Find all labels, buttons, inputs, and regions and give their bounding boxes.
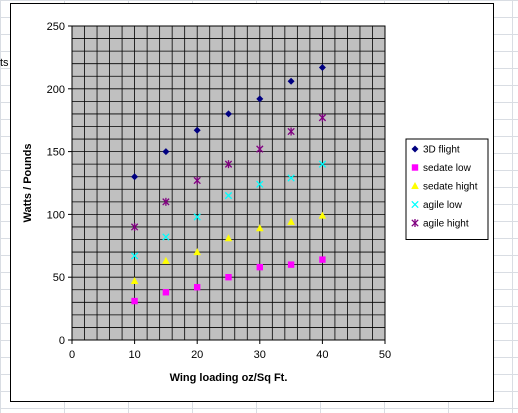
data-point-agile-hight	[287, 127, 295, 136]
data-point-agile-hight	[162, 197, 170, 206]
x-tick-label: 0	[69, 349, 75, 361]
legend-label-3d-flight: 3D flight	[423, 145, 460, 156]
series-sedate-hight	[130, 211, 327, 284]
data-point-agile-hight	[193, 176, 201, 185]
data-point-sedate-hight	[162, 256, 170, 264]
data-point-sedate-low	[131, 297, 138, 305]
data-point-agile-low	[130, 252, 139, 260]
x-tick-label: 50	[379, 349, 391, 361]
gridlines	[72, 26, 385, 340]
chart-area[interactable]: 0 50 100 150 200 250 0 10 20 30 40 50 Wing loading …	[10, 3, 494, 402]
x-tick-label: 30	[254, 349, 266, 361]
y-axis-title: Watts / Pounds	[22, 143, 34, 222]
data-point-agile-low	[318, 160, 327, 168]
data-point-sedate-low	[194, 284, 201, 291]
data-point-sedate-hight	[193, 248, 201, 256]
data-point-agile-low	[287, 174, 295, 182]
x-axis-title: Wing loading oz/Sq Ft.	[170, 372, 288, 384]
plot-layer	[71, 25, 386, 341]
data-point-sedate-hight	[287, 217, 295, 225]
data-point-agile-low	[162, 233, 170, 241]
x-tick-label: 40	[316, 349, 328, 361]
cell-partial-text: ts	[0, 57, 9, 69]
legend-label-agile-hight: agile hight	[423, 219, 469, 230]
data-point-sedate-low	[225, 274, 232, 281]
legend-marker-sedate-hight	[411, 182, 419, 189]
data-point-agile-low	[256, 180, 264, 188]
data-point-agile-hight	[318, 113, 327, 122]
marker-layer	[130, 63, 327, 305]
data-point-sedate-low	[162, 289, 170, 296]
series-sedate-low	[131, 256, 326, 305]
data-point-3d-flight	[225, 110, 232, 118]
legend-label-sedate-low: sedate low	[423, 163, 472, 174]
y-tick-label: 50	[53, 272, 65, 284]
legend-marker-agile-low	[411, 200, 419, 209]
data-point-sedate-hight	[256, 224, 264, 232]
data-point-agile-hight	[256, 145, 264, 154]
data-point-3d-flight	[256, 95, 264, 103]
legend-box	[405, 138, 489, 240]
data-point-3d-flight	[287, 77, 295, 85]
data-point-3d-flight	[131, 173, 139, 181]
legend-marker-3d-flight	[411, 145, 419, 153]
legend-label-sedate-hight: sedate hight	[423, 182, 478, 193]
y-tick-label: 100	[47, 209, 65, 221]
series-agile-low	[130, 160, 327, 260]
legend-label-agile-low: agile low	[423, 200, 463, 211]
x-tick-label: 20	[191, 349, 203, 361]
data-point-agile-hight	[130, 222, 139, 231]
tick-layer: 0 50 100 150 200 250 0 10 20 30 40 50	[47, 21, 391, 361]
legend-marker-sedate-low	[411, 164, 419, 171]
y-tick-label: 0	[59, 335, 65, 347]
data-point-3d-flight	[193, 126, 201, 134]
y-tick-label: 250	[47, 21, 65, 33]
data-point-sedate-low	[256, 263, 263, 271]
data-point-sedate-low	[319, 256, 326, 263]
legend[interactable]: 3D flight sedate low sedate hight agile low…	[405, 138, 489, 240]
data-point-agile-hight	[224, 160, 233, 169]
data-point-3d-flight	[162, 148, 170, 156]
x-tick-label: 10	[128, 349, 140, 361]
data-point-sedate-hight	[318, 211, 327, 219]
y-tick-label: 150	[47, 147, 65, 159]
plot-border	[71, 25, 386, 341]
data-point-sedate-hight	[224, 234, 233, 242]
data-point-sedate-hight	[130, 276, 139, 284]
data-point-agile-low	[224, 191, 233, 200]
series-agile-hight	[130, 113, 327, 231]
scatter-chart: 0 50 100 150 200 250 0 10 20 30 40 50 Wing loading …	[22, 21, 489, 384]
data-point-sedate-low	[287, 261, 295, 268]
data-point-agile-low	[193, 213, 201, 221]
y-tick-label: 200	[47, 84, 65, 96]
plot-background	[72, 26, 385, 340]
legend-marker-agile-hight	[411, 219, 419, 227]
